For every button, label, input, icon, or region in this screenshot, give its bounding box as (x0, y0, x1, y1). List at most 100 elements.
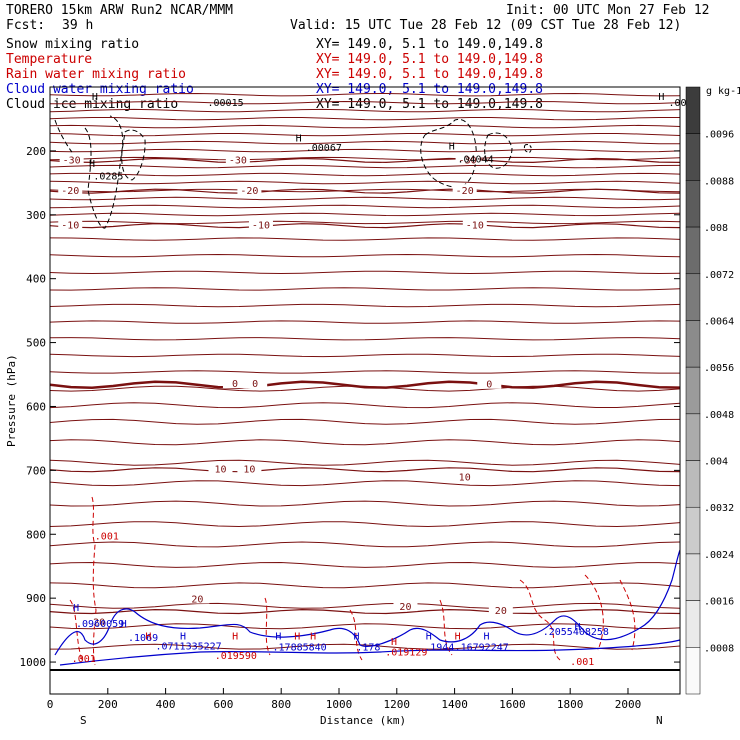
y-tick-label: 400 (26, 273, 46, 286)
colorbar-segment (685, 86, 701, 134)
legend-temperature-xy: XY= 149.0, 5.1 to 149.0,149.8 (316, 52, 543, 67)
south-end-label: S (80, 714, 87, 727)
x-tick-label: 600 (213, 698, 233, 711)
isotherm-label: -30 (229, 155, 247, 166)
temperature-contour-line (49, 164, 681, 169)
isotherm-label: 20 (399, 602, 411, 613)
maximum-value-label: .00067 (306, 143, 342, 154)
legend-rain-name: Rain water mixing ratio (6, 67, 186, 82)
x-tick-label: 1000 (326, 698, 353, 711)
maximum-value-label: .1944 (424, 643, 454, 654)
y-tick-label: 900 (26, 592, 46, 605)
maximum-marker: H (145, 632, 151, 643)
isotherm--10 (49, 223, 681, 229)
maximum-value-label: .019129 (385, 648, 427, 659)
maximum-marker: H (449, 142, 455, 153)
temperature-contour-line (49, 439, 681, 446)
temperature-contour-line (49, 148, 681, 153)
x-axis: 0 200 400 600 800 1000 1200 1400 1600 1800 2000 (47, 688, 642, 711)
temperature-contour-line (49, 521, 681, 528)
colorbar-tick-label: .0088 (704, 176, 734, 187)
colorbar-segment (685, 413, 701, 461)
isotherm-label: 20 (495, 606, 507, 617)
isotherm-label-bg (462, 218, 487, 230)
legend-snow-xy: XY= 149.0, 5.1 to 149.0,149.8 (316, 37, 543, 52)
colorbar: .0096 .0088 .008 .0072 .0064 .0056 .0048 .004 .0… (685, 86, 734, 695)
cloud-ice-contour (54, 115, 124, 229)
x-tick-label: 800 (271, 698, 291, 711)
cloud-ice-contour (420, 118, 477, 189)
isotherm-label-bg (488, 603, 513, 615)
temperature-contour-line (49, 172, 681, 177)
temperature-contour-line (49, 418, 681, 425)
colorbar-tick-label: .008 (704, 223, 728, 234)
temperature-contour-line (49, 561, 681, 568)
maximum-value-label: .001 (95, 531, 119, 542)
isotherm-label-bg (87, 615, 112, 627)
maximum-marker: H (294, 632, 300, 643)
colorbar-tick-label: .004 (704, 457, 728, 468)
temperature-contour-line (49, 100, 681, 105)
x-tick-label: 2000 (615, 698, 642, 711)
legend-rain-xy: XY= 149.0, 5.1 to 149.0,149.8 (316, 67, 543, 82)
isotherm-label: -30 (63, 155, 81, 166)
x-tick-label: 0 (47, 698, 54, 711)
temperature-contour-line (49, 108, 681, 113)
temperature-contour-line (49, 582, 681, 589)
x-tick-label: 1400 (441, 698, 468, 711)
maximum-value-label: .0960059 (76, 619, 124, 630)
temperature-contour-line (49, 204, 681, 209)
temperature-contour-line (49, 370, 680, 374)
cloud-ice-contour (484, 132, 513, 169)
legend-cloudice-xy: XY= 149.0, 5.1 to 149.0,149.8 (316, 97, 543, 112)
colorbar-segment (685, 647, 701, 695)
isotherm-label: 20 (191, 594, 203, 605)
maximum-marker: H (92, 92, 98, 103)
maximum-marker: H (353, 632, 359, 643)
maximum-value-label: .178 (356, 643, 380, 654)
colorbar-tick-label: .0048 (704, 410, 734, 421)
temperature-contours (49, 92, 681, 650)
isotherm-label: 20 (93, 617, 105, 628)
maximum-value-label: .16792247 (455, 643, 509, 654)
y-tick-label: 800 (26, 528, 46, 541)
temperature-contour-line (49, 541, 681, 548)
isotherm-label-bg (58, 218, 83, 230)
isotherm-label: 10 (243, 465, 255, 476)
maximum-value-label: .001 (72, 654, 96, 665)
temperature-contour-line (49, 500, 681, 507)
temperature-contour-line (49, 180, 681, 185)
temperature-contour-line (49, 303, 681, 308)
legend-cloudice-name: Cloud ice mixing ratio (6, 97, 178, 112)
colorbar-segment (685, 273, 701, 321)
isotherm-label: 10 (214, 465, 226, 476)
temperature-contour-line (49, 459, 681, 466)
temperature-contour-line (49, 196, 681, 201)
maximum-marker: H (310, 632, 316, 643)
maximum-marker: H (296, 133, 302, 144)
x-tick-label: 1600 (499, 698, 526, 711)
maximum-marker: H (89, 159, 95, 170)
isotherm-label: -30 (459, 155, 477, 166)
colorbar-segment (685, 133, 701, 181)
north-end-label: N (656, 714, 663, 727)
isotherm-label-bg (237, 184, 262, 196)
temperature-contour-line (49, 220, 681, 225)
valid-time: Valid: 15 UTC Tue 28 Feb 12 (09 CST Tue … (290, 18, 681, 33)
cloud-ice-contour (121, 129, 146, 181)
maximum-marker: H (180, 632, 186, 643)
isotherm-label-bg (59, 153, 84, 165)
isotherm-label: -10 (61, 221, 79, 232)
x-axis-title: Distance (km) (320, 714, 406, 727)
colorbar-segment (685, 180, 701, 228)
y-tick-label: 500 (26, 337, 46, 350)
temperature-contour-line (49, 337, 681, 341)
colorbar-segment (685, 320, 701, 368)
x-tick-label: 1200 (384, 698, 411, 711)
temperature-contour-line (49, 602, 681, 609)
legend-temperature-name: Temperature (6, 52, 92, 67)
maximum-marker: H (232, 632, 238, 643)
maximum-marker: H (426, 632, 432, 643)
